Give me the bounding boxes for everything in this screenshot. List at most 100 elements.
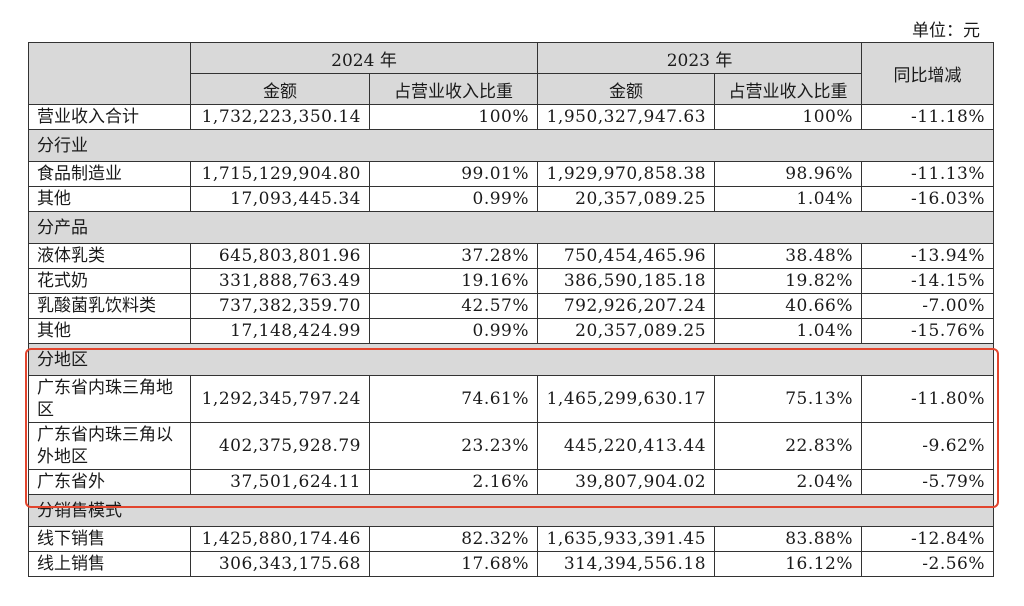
ratio-2024: 17.68% [368, 551, 539, 577]
ratio-2024: 2.16% [368, 469, 539, 495]
ratio-2024: 42.57% [368, 293, 539, 319]
amount-2023: 1,465,299,630.17 [537, 375, 716, 423]
ratio-2024: 82.32% [368, 526, 539, 552]
amount-2024: 1,715,129,904.80 [190, 161, 370, 187]
ratio-2024: 74.61% [368, 375, 539, 423]
amount-2023: 314,394,556.18 [537, 551, 716, 577]
table-row: 其他 17,093,445.34 0.99% 20,357,089.25 1.04% -1… [28, 186, 995, 212]
row-label: 其他 [28, 186, 191, 212]
amount-2024: 1,292,345,797.24 [190, 375, 370, 423]
amount-2024: 37,501,624.11 [190, 469, 370, 495]
header-ratio-2024: 占营业收入比重 [368, 73, 539, 105]
amount-2023: 386,590,185.18 [537, 268, 716, 294]
amount-2024: 1,732,223,350.14 [190, 104, 370, 130]
yoy-change: -13.94% [861, 243, 995, 269]
table-row: 营业收入合计 1,732,223,350.14 100% 1,950,327,947.… [28, 104, 995, 130]
section-label: 分行业 [27, 129, 995, 162]
section-label: 分地区 [27, 343, 995, 376]
row-label: 广东省外 [28, 469, 191, 495]
yoy-change: -16.03% [861, 186, 995, 212]
ratio-2024: 23.23% [368, 422, 539, 470]
ratio-2024: 99.01% [368, 161, 539, 187]
amount-2024: 737,382,359.70 [190, 293, 370, 319]
ratio-2023: 19.82% [714, 268, 863, 294]
ratio-2024: 0.99% [368, 186, 539, 212]
amount-2023: 1,950,327,947.63 [537, 104, 716, 130]
ratio-2023: 1.04% [714, 186, 863, 212]
table-row: 花式奶 331,888,763.49 19.16% 386,590,185.18 19.… [28, 268, 995, 294]
row-label: 乳酸菌乳饮料类 [28, 293, 191, 319]
amount-2024: 331,888,763.49 [190, 268, 370, 294]
header-blank [28, 42, 191, 105]
amount-2023: 445,220,413.44 [537, 422, 716, 470]
amount-2024: 17,148,424.99 [190, 318, 370, 344]
table-row: 广东省内珠三角以外地区 402,375,928.79 23.23% 445,220,4… [28, 422, 995, 470]
yoy-change: -11.18% [861, 104, 995, 130]
section-row: 分产品 [27, 211, 995, 244]
amount-2024: 306,343,175.68 [190, 551, 370, 577]
amount-2023: 39,807,904.02 [537, 469, 716, 495]
amount-2023: 20,357,089.25 [537, 186, 716, 212]
yoy-change: -14.15% [861, 268, 995, 294]
ratio-2023: 38.48% [714, 243, 863, 269]
row-label: 线下销售 [28, 526, 191, 552]
amount-2023: 750,454,465.96 [537, 243, 716, 269]
amount-2023: 1,635,933,391.45 [537, 526, 716, 552]
header-year-2023: 2023 年 [537, 42, 863, 74]
amount-2023: 1,929,970,858.38 [537, 161, 716, 187]
ratio-2023: 98.96% [714, 161, 863, 187]
yoy-change: -5.79% [861, 469, 995, 495]
ratio-2024: 100% [368, 104, 539, 130]
row-label: 线上销售 [28, 551, 191, 577]
ratio-2023: 1.04% [714, 318, 863, 344]
amount-2024: 17,093,445.34 [190, 186, 370, 212]
table-row: 广东省外 37,501,624.11 2.16% 39,807,904.02 2.04%… [28, 469, 995, 495]
table-row: 广东省内珠三角地区 1,292,345,797.24 74.61% 1,465,299… [28, 375, 995, 423]
yoy-change: -12.84% [861, 526, 995, 552]
ratio-2023: 16.12% [714, 551, 863, 577]
amount-2024: 645,803,801.96 [190, 243, 370, 269]
row-label: 营业收入合计 [28, 104, 191, 130]
row-label: 食品制造业 [28, 161, 191, 187]
yoy-change: -9.62% [861, 422, 995, 470]
ratio-2023: 2.04% [714, 469, 863, 495]
section-row: 分行业 [27, 129, 995, 162]
yoy-change: -11.80% [861, 375, 995, 423]
section-row: 分地区 [27, 343, 995, 376]
table-row: 液体乳类 645,803,801.96 37.28% 750,454,465.96 38… [28, 243, 995, 269]
table-body: 营业收入合计 1,732,223,350.14 100% 1,950,327,947.… [27, 104, 995, 577]
amount-2023: 20,357,089.25 [537, 318, 716, 344]
header-amount-2024: 金额 [190, 73, 370, 105]
yoy-change: -11.13% [861, 161, 995, 187]
row-label: 液体乳类 [28, 243, 191, 269]
section-label: 分产品 [27, 211, 995, 244]
table-row: 食品制造业 1,715,129,904.80 99.01% 1,929,970,858… [28, 161, 995, 187]
ratio-2024: 37.28% [368, 243, 539, 269]
ratio-2023: 75.13% [714, 375, 863, 423]
ratio-2023: 40.66% [714, 293, 863, 319]
table-row: 乳酸菌乳饮料类 737,382,359.70 42.57% 792,926,207.2… [28, 293, 995, 319]
row-label: 广东省内珠三角以外地区 [28, 422, 191, 470]
header-yoy: 同比增减 [861, 42, 995, 105]
yoy-change: -15.76% [861, 318, 995, 344]
section-label: 分销售模式 [27, 494, 995, 527]
header-ratio-2023: 占营业收入比重 [714, 73, 863, 105]
ratio-2023: 83.88% [714, 526, 863, 552]
ratio-2024: 19.16% [368, 268, 539, 294]
row-label: 广东省内珠三角地区 [28, 375, 191, 423]
row-label: 花式奶 [28, 268, 191, 294]
amount-2023: 792,926,207.24 [537, 293, 716, 319]
section-row: 分销售模式 [27, 494, 995, 527]
revenue-table: 2024 年 2023 年 同比增减 金额 占营业收入比重 金额 占营业收入比重… [27, 42, 995, 577]
table-header: 2024 年 2023 年 同比增减 金额 占营业收入比重 金额 占营业收入比重 [28, 42, 995, 105]
amount-2024: 402,375,928.79 [190, 422, 370, 470]
unit-label: 单位：元 [912, 21, 980, 41]
table-row: 线下销售 1,425,880,174.46 82.32% 1,635,933,391.… [28, 526, 995, 552]
ratio-2023: 100% [714, 104, 863, 130]
yoy-change: -2.56% [861, 551, 995, 577]
table-row: 线上销售 306,343,175.68 17.68% 314,394,556.18 16… [28, 551, 995, 577]
header-year-2024: 2024 年 [189, 42, 539, 74]
ratio-2024: 0.99% [368, 318, 539, 344]
ratio-2023: 22.83% [714, 422, 863, 470]
table-row: 其他 17,148,424.99 0.99% 20,357,089.25 1.04% -1… [28, 318, 995, 344]
